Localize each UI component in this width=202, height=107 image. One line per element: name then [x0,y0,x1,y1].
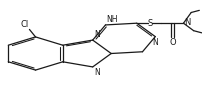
Text: Cl: Cl [20,20,28,29]
Text: N: N [183,19,190,27]
Text: S: S [147,19,152,28]
Text: N: N [151,38,157,47]
Text: N: N [94,68,99,77]
Text: N: N [94,30,99,39]
Text: NH: NH [106,15,117,24]
Text: O: O [169,38,175,47]
